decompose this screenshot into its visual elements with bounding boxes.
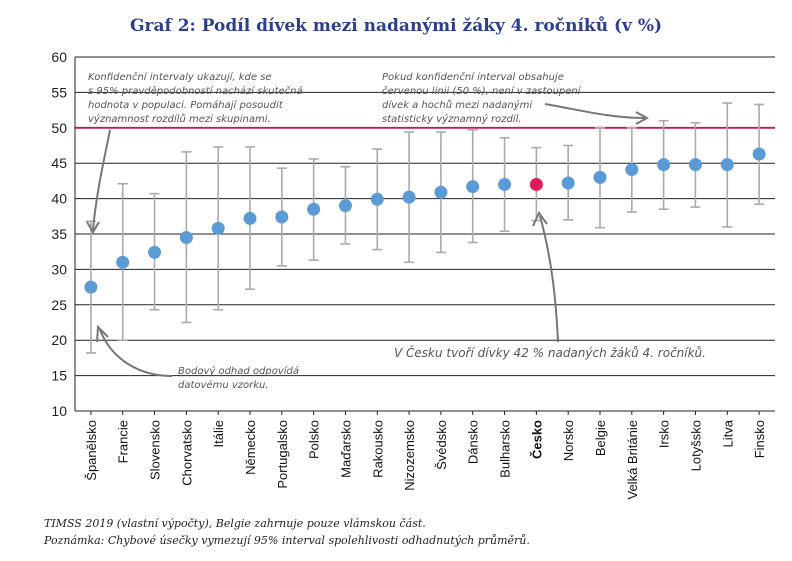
x-tick-label: Chorvatsko [179, 420, 194, 486]
y-tick-label: 15 [51, 368, 67, 384]
y-tick-labels: 10 15 20 25 30 35 40 45 50 55 60 [51, 49, 67, 419]
x-tick-label: Norsko [561, 420, 576, 461]
data-point [402, 190, 416, 204]
data-point [338, 199, 352, 213]
data-point [434, 185, 448, 199]
footnote: Poznámka: Chybové úsečky vymezují 95% in… [44, 534, 530, 547]
annotation-red-line-4: statisticky významný rozdíl. [382, 113, 522, 125]
data-point [211, 221, 225, 235]
y-tick-label: 40 [51, 191, 67, 207]
annotation-ci-arrowhead [86, 221, 100, 234]
x-tick-label: Velká Británie [625, 420, 640, 500]
annotation-red-line-2: červenou linii (50 %), není v zastoupení [382, 85, 582, 97]
data-point [275, 210, 289, 224]
x-tick-label: Německo [243, 420, 258, 475]
data-point [625, 163, 639, 177]
y-tick-label: 35 [51, 226, 67, 242]
x-tick-label: Lotyšsko [688, 420, 703, 471]
y-tick-label: 25 [51, 297, 67, 313]
x-tick-label: Francie [116, 420, 131, 463]
annotation-point-line-2: datovému vzorku. [178, 379, 269, 391]
annotation-red-line-1: Pokud konfidenční interval obsahuje [382, 71, 564, 83]
data-point [148, 245, 162, 259]
data-point [307, 202, 321, 216]
x-tick-label: Nizozemsko [402, 420, 417, 491]
grid-lines [74, 56, 775, 412]
annotation-ci-line-4: významnost rozdílů mezi skupinami. [88, 113, 271, 125]
data-point [179, 231, 193, 245]
annotation-red-line-arrow [544, 103, 646, 119]
annotation-point-arrowhead [96, 324, 109, 343]
x-tick-label: Belgie [593, 420, 608, 456]
y-tick-label: 45 [51, 155, 67, 171]
data-point [370, 192, 384, 206]
x-tick-label: Finsko [752, 420, 767, 458]
y-tick-label: 30 [51, 261, 67, 277]
x-tick-label: Irsko [657, 420, 672, 448]
y-tick-label: 20 [51, 332, 67, 348]
annotation-red-line: Pokud konfidenční interval obsahuje červ… [382, 71, 650, 125]
x-tick-label: Španělsko [84, 420, 99, 481]
x-tick-label: Dánsko [466, 420, 481, 464]
annotation-red-line-arrowhead [635, 111, 650, 125]
data-point [561, 176, 575, 190]
y-tick-label: 55 [51, 84, 67, 100]
data-point [720, 158, 734, 172]
y-tick-label: 60 [51, 49, 67, 65]
annotation-red-line-3: dívek a hochů mezi nadanými [382, 99, 532, 111]
data-points [84, 147, 766, 294]
x-tick-label: Litva [720, 419, 735, 447]
annotation-czech: V Česku tvoří dívky 42 % nadaných žáků 4… [394, 211, 706, 360]
annotation-ci-line-3: hodnota v populaci. Pomáhají posoudit [88, 99, 284, 111]
x-tick-label: Rakousko [370, 420, 385, 478]
annotation-czech-text: V Česku tvoří dívky 42 % nadaných žáků 4… [394, 345, 706, 360]
annotation-ci-line-2: s 95% pravděpodobností nachází skutečná [88, 85, 303, 97]
data-point [243, 211, 257, 225]
annotation-point-estimate: Bodový odhad odpovídá datovému vzorku. [96, 324, 299, 391]
annotation-czech-arrowhead [532, 211, 548, 227]
y-tick-label: 10 [51, 403, 67, 419]
data-point [593, 170, 607, 184]
x-tick-label: Polsko [307, 420, 322, 459]
data-point [116, 255, 130, 269]
annotation-point-arrow [99, 329, 173, 377]
x-tick-label: Portugalsko [275, 420, 290, 489]
x-tick-label: Česko [529, 420, 544, 459]
annotation-point-line-1: Bodový odhad odpovídá [178, 365, 299, 377]
data-point [466, 180, 480, 194]
y-tick-label: 50 [51, 120, 67, 136]
annotation-ci-explanation: Konfidenční intervaly ukazují, kde se s … [86, 71, 303, 234]
x-tick-label: Itálie [211, 420, 226, 447]
data-point [84, 280, 98, 294]
data-point-highlight [529, 177, 543, 191]
source-note: TIMSS 2019 (vlastní výpočty), Belgie zah… [44, 517, 426, 530]
x-tick-label: Maďarsko [338, 420, 353, 478]
x-tick-label: Švédsko [434, 420, 449, 470]
x-tick-label: Bulharsko [498, 420, 513, 478]
x-tick-label: Slovensko [148, 420, 163, 480]
error-bars [85, 102, 765, 354]
annotation-ci-arrow [92, 129, 111, 231]
x-tick-labels: Španělsko Francie Slovensko Chorvatsko Itáli… [84, 411, 767, 500]
data-point [498, 177, 512, 191]
annotation-ci-line-1: Konfidenční intervaly ukazují, kde se [88, 71, 272, 83]
data-point [752, 147, 766, 161]
chart-title: Graf 2: Podíl dívek mezi nadanými žáky 4… [129, 16, 663, 36]
data-point [657, 158, 671, 172]
data-point [688, 158, 702, 172]
annotation-czech-arrow [539, 215, 559, 343]
